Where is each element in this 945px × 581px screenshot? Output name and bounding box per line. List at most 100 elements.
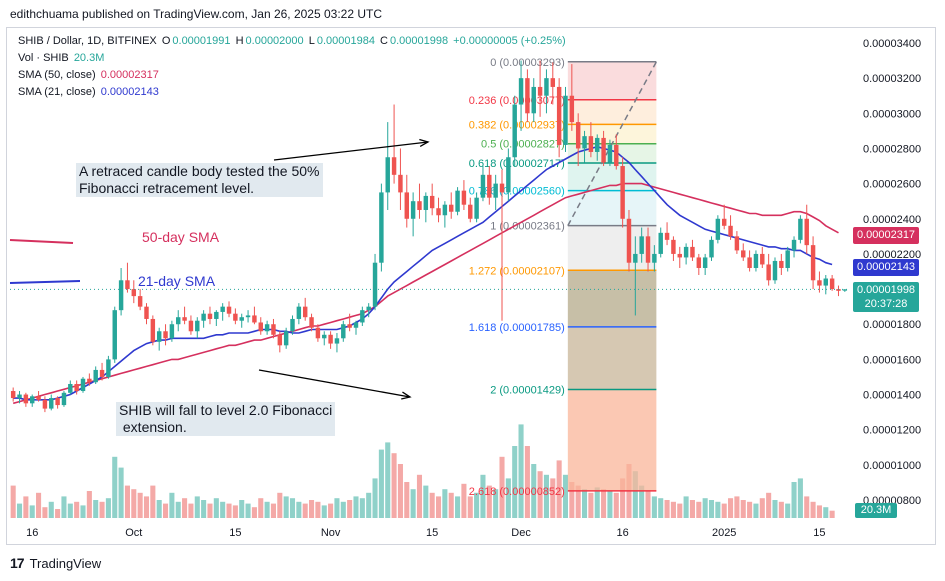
sma21-line <box>13 145 833 401</box>
candle-body <box>106 359 111 377</box>
volume-bar <box>245 503 251 518</box>
candle-body <box>220 306 225 312</box>
volume-bar <box>435 496 442 518</box>
candle-body <box>322 334 327 339</box>
candle-body <box>163 331 168 339</box>
candle-body <box>99 369 105 377</box>
candle-body <box>715 218 721 240</box>
y-axis-label: 0.00001400 <box>863 390 921 402</box>
volume-bar <box>328 503 334 518</box>
annotation-arrowhead <box>401 391 412 400</box>
volume-bar <box>448 492 454 518</box>
volume-bar <box>61 496 67 518</box>
sma50-legend: SMA (50, close) 0.00002317 <box>18 69 161 81</box>
last-price-tag: 0.00001998 20:37:28 <box>853 282 919 312</box>
annotation-arrow <box>273 141 429 161</box>
x-axis-label: 15 <box>229 527 241 539</box>
candle-body <box>614 144 619 167</box>
volume-bar <box>493 489 499 518</box>
retrace-line2: Fibonacci retracement level. <box>79 180 255 196</box>
candle-body <box>702 257 708 268</box>
candle-body <box>734 236 740 251</box>
open-label: O <box>161 35 171 47</box>
volume-bar <box>137 492 143 518</box>
volume-price-tag: 20.3M <box>855 503 897 518</box>
candle-body <box>169 324 175 339</box>
footer-brand[interactable]: 17 TradingView <box>10 555 101 571</box>
volume-bar <box>467 496 473 518</box>
y-axis-label: 0.00002400 <box>863 214 921 226</box>
y-axis-label: 0.00002600 <box>863 179 921 191</box>
x-axis-label: Dec <box>511 527 531 539</box>
volume-bar <box>391 453 397 518</box>
candle-body <box>633 253 638 263</box>
candle-body <box>347 324 352 328</box>
volume-bar <box>188 503 194 518</box>
candle-body <box>252 315 257 323</box>
volume-bar <box>309 500 315 518</box>
volume-bar <box>728 498 734 518</box>
volume-bar <box>10 485 16 518</box>
countdown-value: 20:37:28 <box>864 298 908 310</box>
volume-bar <box>588 492 594 518</box>
volume-bar <box>404 482 410 518</box>
fib-level-label: 2 (0.00001429) <box>490 384 565 396</box>
candle-body <box>607 144 613 163</box>
close-label: C <box>380 35 388 47</box>
candle-body <box>201 313 206 321</box>
symbol-title: SHIB / Dollar, 1D, BITFINEX <box>18 35 157 47</box>
candle-body <box>207 313 213 319</box>
sma21-text-label: 21-day SMA <box>138 273 216 289</box>
retrace-annotation: A retraced candle body tested the 50% Fi… <box>76 163 323 197</box>
candle-body <box>137 296 143 307</box>
sma21-price-tag: 0.00002143 <box>853 259 919 276</box>
candle-body <box>601 137 606 163</box>
volume-bar <box>664 500 670 518</box>
volume-bar <box>213 498 219 518</box>
sma50-line <box>12 182 839 405</box>
volume-bar <box>715 501 721 518</box>
volume-bar <box>226 503 232 518</box>
volume-bar <box>518 424 524 518</box>
candle-body <box>791 239 797 251</box>
volume-bar <box>340 501 346 518</box>
volume-bar <box>16 503 23 518</box>
y-axis-label: 0.00001600 <box>863 354 921 366</box>
volume-bar <box>474 492 480 518</box>
volume-bar <box>296 501 302 518</box>
volume-bar <box>80 505 86 518</box>
volume-bar <box>823 507 829 518</box>
open-value: 0.00001991 <box>172 35 231 47</box>
candle-body <box>150 318 156 342</box>
volume-bar <box>194 496 200 518</box>
volume-bar <box>562 474 569 518</box>
volume-bar <box>264 501 270 518</box>
candle-body <box>125 280 130 290</box>
candle-body <box>474 197 479 219</box>
fib-level-label: 0 (0.00003293) <box>490 57 565 69</box>
volume-bar <box>23 496 29 518</box>
x-axis-label: 2025 <box>712 527 736 539</box>
fib-level-label: 0.618 (0.00002717) <box>469 158 565 170</box>
fib-zone <box>567 270 657 327</box>
candle-body <box>226 306 232 314</box>
volume-bar <box>112 456 118 518</box>
volume-bar <box>143 496 150 518</box>
volume-bar <box>442 489 448 518</box>
fib-level-label: 0.786 (0.00002560) <box>469 186 565 198</box>
candle-body <box>582 136 587 149</box>
candle-body <box>772 260 778 281</box>
candle-body <box>823 278 829 286</box>
candle-body <box>277 334 283 346</box>
candle-body <box>366 306 371 311</box>
volume-bar <box>74 501 80 518</box>
candle-body <box>760 253 765 265</box>
candle-body <box>499 183 505 193</box>
volume-bar <box>239 500 245 518</box>
volume-bar <box>156 500 162 518</box>
volume-bar <box>366 492 372 518</box>
y-axis-label: 0.00003200 <box>863 73 921 85</box>
volume-bar <box>416 474 423 518</box>
candle-body <box>296 306 302 319</box>
